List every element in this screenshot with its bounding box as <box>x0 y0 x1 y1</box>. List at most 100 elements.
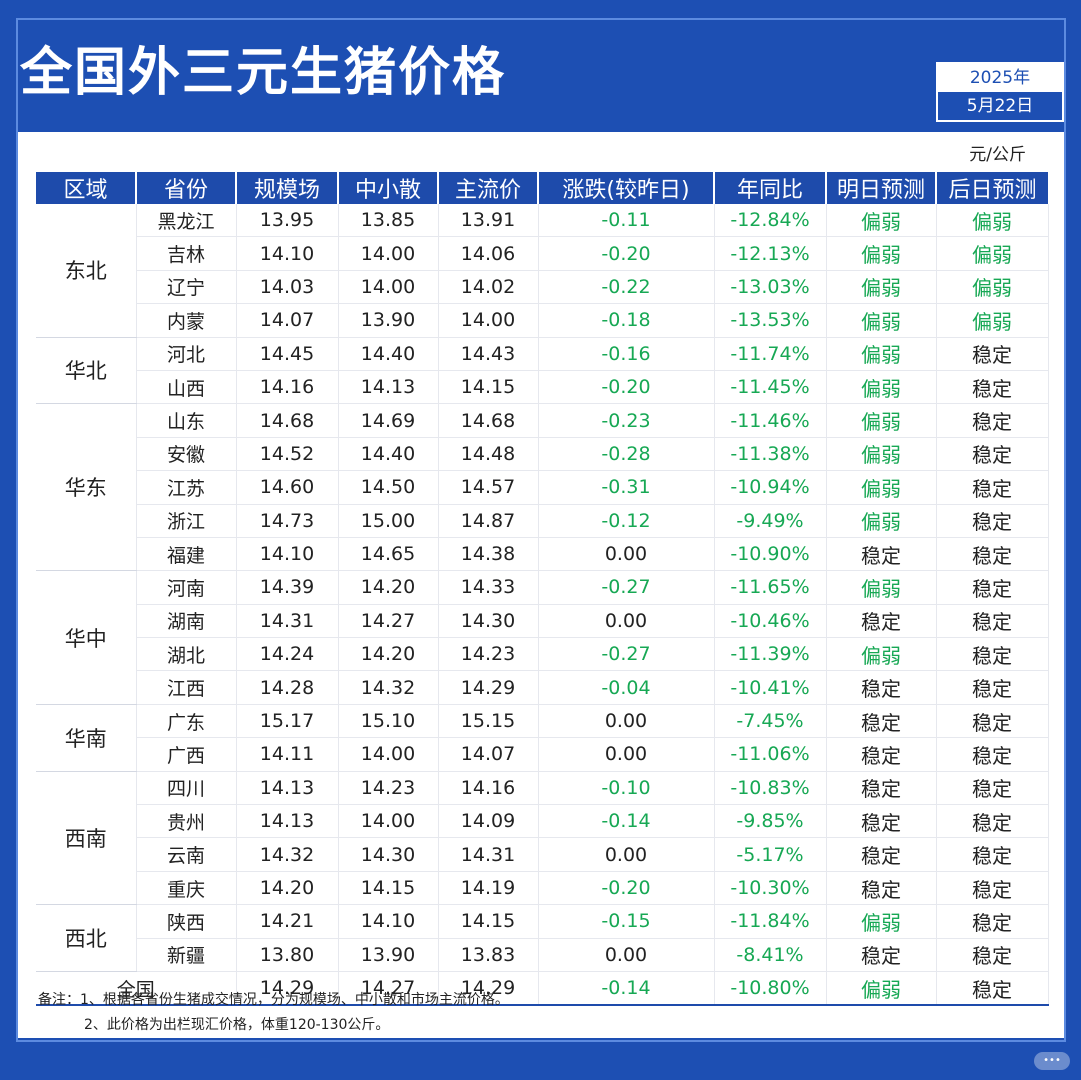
change-cell: -0.04 <box>538 670 715 705</box>
yoy-cell: -11.84% <box>714 904 827 939</box>
large-farm-price: 14.24 <box>236 637 339 672</box>
large-farm-price: 14.10 <box>236 537 339 572</box>
small-farm-price: 14.65 <box>338 537 439 572</box>
forecast-tomorrow: 稳定 <box>826 771 937 806</box>
page-title: 全国外三元生猪价格 <box>20 43 507 103</box>
forecast-tomorrow: 稳定 <box>826 704 937 739</box>
yoy-cell: -10.41% <box>714 670 827 705</box>
forecast-after: 稳定 <box>936 437 1049 472</box>
province-cell: 广东 <box>136 704 237 739</box>
province-cell: 贵州 <box>136 804 237 839</box>
forecast-tomorrow: 偏弱 <box>826 403 937 438</box>
large-farm-price: 14.31 <box>236 604 339 639</box>
notes: 备注：1、根据各省份生猪成交情况，分为规模场、中小散和市场主流价格。 2、此价格… <box>38 988 509 1038</box>
column-header: 规模场 <box>236 172 339 204</box>
main-price: 14.38 <box>438 537 539 572</box>
province-cell: 江苏 <box>136 470 237 505</box>
table-row: 浙江 14.73 15.00 14.87 -0.12 -9.49% 偏弱 稳定 <box>36 504 1049 538</box>
region-cell: 华东 <box>36 403 137 572</box>
forecast-tomorrow: 稳定 <box>826 737 937 772</box>
table-row: 内蒙 14.07 13.90 14.00 -0.18 -13.53% 偏弱 偏弱 <box>36 303 1049 338</box>
forecast-after: 偏弱 <box>936 236 1049 271</box>
large-farm-price: 14.13 <box>236 771 339 806</box>
main-price: 14.23 <box>438 637 539 672</box>
forecast-after: 稳定 <box>936 337 1049 371</box>
change-cell: -0.18 <box>538 303 715 338</box>
province-cell: 广西 <box>136 737 237 772</box>
forecast-tomorrow: 偏弱 <box>826 337 937 371</box>
small-farm-price: 14.00 <box>338 236 439 271</box>
main-price: 14.43 <box>438 337 539 371</box>
yoy-cell: -10.30% <box>714 871 827 906</box>
forecast-tomorrow: 稳定 <box>826 604 937 639</box>
table-row: 云南 14.32 14.30 14.31 0.00 -5.17% 稳定 稳定 <box>36 837 1049 872</box>
small-farm-price: 13.90 <box>338 938 439 972</box>
forecast-tomorrow: 偏弱 <box>826 570 937 605</box>
table-row-total: 全国 14.29 14.27 14.29 -0.14 -10.80% 偏弱 稳定 <box>36 971 1049 1007</box>
yoy-cell: -9.49% <box>714 504 827 538</box>
forecast-tomorrow: 稳定 <box>826 938 937 972</box>
yoy-cell: -11.74% <box>714 337 827 371</box>
region-cell: 西南 <box>36 771 137 906</box>
yoy-cell: -10.80% <box>714 971 827 1007</box>
table-row: 西南 四川 14.13 14.23 14.16 -0.10 -10.83% 稳定 稳定 <box>36 771 1049 906</box>
large-farm-price: 14.60 <box>236 470 339 505</box>
forecast-after: 稳定 <box>936 704 1049 739</box>
yoy-cell: -13.03% <box>714 270 827 305</box>
change-cell: -0.20 <box>538 236 715 271</box>
yoy-cell: -8.41% <box>714 938 827 972</box>
province-cell: 辽宁 <box>136 270 237 305</box>
large-farm-price: 15.17 <box>236 704 339 739</box>
forecast-tomorrow: 偏弱 <box>826 904 937 939</box>
change-cell: -0.20 <box>538 871 715 906</box>
change-cell: -0.12 <box>538 504 715 538</box>
province-cell: 四川 <box>136 771 237 806</box>
small-farm-price: 14.00 <box>338 270 439 305</box>
forecast-after: 稳定 <box>936 637 1049 672</box>
main-price: 14.29 <box>438 971 539 1007</box>
yoy-cell: -10.94% <box>714 470 827 505</box>
small-farm-price: 14.32 <box>338 670 439 705</box>
table-row: 吉林 14.10 14.00 14.06 -0.20 -12.13% 偏弱 偏弱 <box>36 236 1049 271</box>
forecast-after: 稳定 <box>936 537 1049 572</box>
main-price: 14.29 <box>438 670 539 705</box>
forecast-after: 稳定 <box>936 737 1049 772</box>
table-row: 华南 广东 15.17 15.10 15.15 0.00 -7.45% 稳定 稳定 <box>36 704 1049 772</box>
large-farm-price: 14.32 <box>236 837 339 872</box>
province-cell: 河北 <box>136 337 237 371</box>
price-table: 区域 省份 规模场 中小散 主流价 涨跌(较昨日) 年同比 明日预测 后日预测 东北 黑龙江 13.… <box>36 172 1049 1007</box>
table-row: 新疆 13.80 13.90 13.83 0.00 -8.41% 稳定 稳定 <box>36 938 1049 972</box>
yoy-cell: -11.65% <box>714 570 827 605</box>
date-year: 2025年 <box>938 64 1062 92</box>
table-header-row: 区域 省份 规模场 中小散 主流价 涨跌(较昨日) 年同比 明日预测 后日预测 <box>36 172 1048 204</box>
province-cell: 陕西 <box>136 904 237 939</box>
province-cell: 山东 <box>136 403 237 438</box>
change-cell: 0.00 <box>538 737 715 772</box>
main-price: 14.33 <box>438 570 539 605</box>
main-price: 14.30 <box>438 604 539 639</box>
forecast-after: 稳定 <box>936 570 1049 605</box>
main-price: 13.91 <box>438 204 539 238</box>
province-cell: 浙江 <box>136 504 237 538</box>
yoy-cell: -5.17% <box>714 837 827 872</box>
province-cell: 安徽 <box>136 437 237 472</box>
change-cell: 0.00 <box>538 938 715 972</box>
small-farm-price: 14.20 <box>338 570 439 605</box>
small-farm-price: 14.20 <box>338 637 439 672</box>
table-row: 华北 河北 14.45 14.40 14.43 -0.16 -11.74% 偏弱 稳定 <box>36 337 1049 405</box>
change-cell: -0.16 <box>538 337 715 371</box>
large-farm-price: 14.10 <box>236 236 339 271</box>
yoy-cell: -13.53% <box>714 303 827 338</box>
yoy-cell: -11.39% <box>714 637 827 672</box>
province-cell: 黑龙江 <box>136 204 237 238</box>
forecast-after: 稳定 <box>936 370 1049 405</box>
change-cell: 0.00 <box>538 704 715 739</box>
small-farm-price: 14.00 <box>338 804 439 839</box>
main-price: 14.07 <box>438 737 539 772</box>
small-farm-price: 14.13 <box>338 370 439 405</box>
forecast-tomorrow: 偏弱 <box>826 370 937 405</box>
change-cell: -0.31 <box>538 470 715 505</box>
change-cell: -0.14 <box>538 804 715 839</box>
change-cell: -0.27 <box>538 637 715 672</box>
column-header: 区域 <box>36 172 137 204</box>
